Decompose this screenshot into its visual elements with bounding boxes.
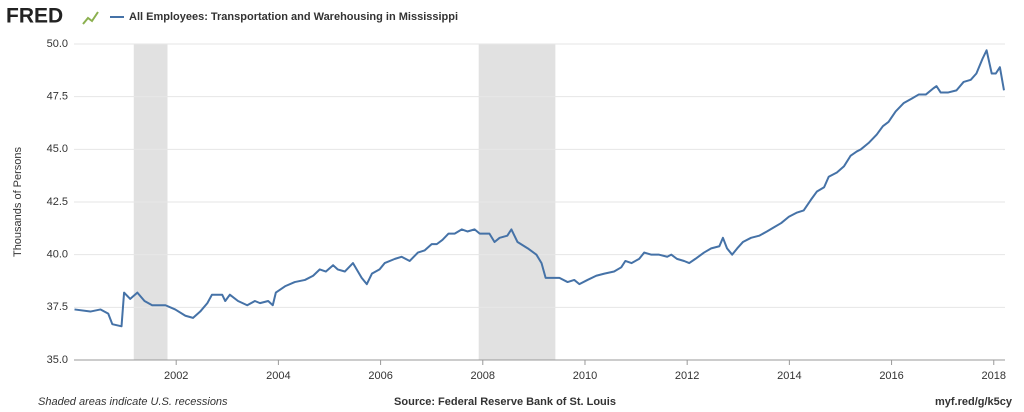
x-tick-label: 2014	[777, 370, 801, 382]
y-tick-label: 37.5	[47, 301, 68, 313]
y-tick-label: 42.5	[47, 196, 68, 208]
x-tick-label: 2006	[368, 370, 392, 382]
x-tick-label: 2010	[573, 370, 597, 382]
footer-link: myf.red/g/k5cy	[935, 396, 1013, 408]
x-tick-label: 2012	[675, 370, 699, 382]
series-line	[74, 49, 1005, 328]
y-axis-label: Thousands of Persons	[12, 146, 24, 257]
legend-label: All Employees: Transportation and Wareho…	[129, 11, 458, 23]
x-tick-label: 2018	[982, 370, 1006, 382]
x-tick-label: 2004	[266, 370, 290, 382]
footer-source: Source: Federal Reserve Bank of St. Loui…	[394, 396, 616, 408]
x-tick-label: 2016	[879, 370, 903, 382]
y-tick-label: 45.0	[47, 143, 68, 155]
x-tick-label: 2008	[471, 370, 495, 382]
y-tick-label: 50.0	[47, 38, 68, 50]
y-tick-label: 47.5	[47, 91, 68, 103]
logo: FRED	[6, 5, 63, 28]
logo-icon	[82, 11, 99, 25]
y-tick-label: 40.0	[47, 249, 68, 261]
x-tick-label: 2002	[164, 370, 188, 382]
footer-note: Shaded areas indicate U.S. recessions	[38, 396, 228, 408]
y-tick-label: 35.0	[47, 354, 68, 366]
